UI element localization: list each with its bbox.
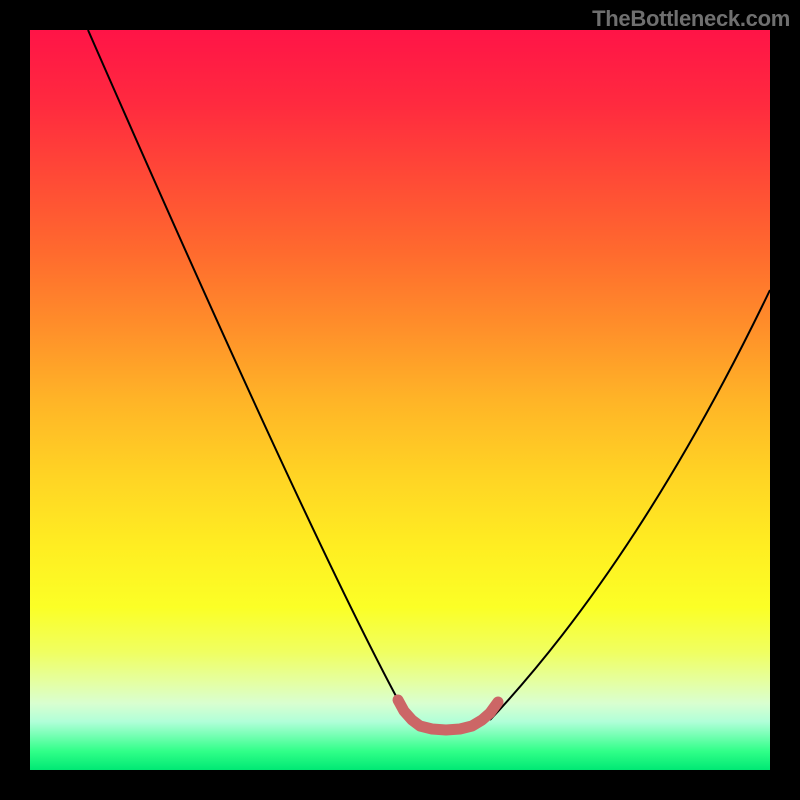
frame-border xyxy=(0,770,800,800)
chart-container: TheBottleneck.com xyxy=(0,0,800,800)
frame-border xyxy=(770,0,800,800)
watermark-text: TheBottleneck.com xyxy=(592,6,790,32)
gradient-background xyxy=(30,30,770,770)
bottleneck-chart xyxy=(0,0,800,800)
frame-border xyxy=(0,0,30,800)
